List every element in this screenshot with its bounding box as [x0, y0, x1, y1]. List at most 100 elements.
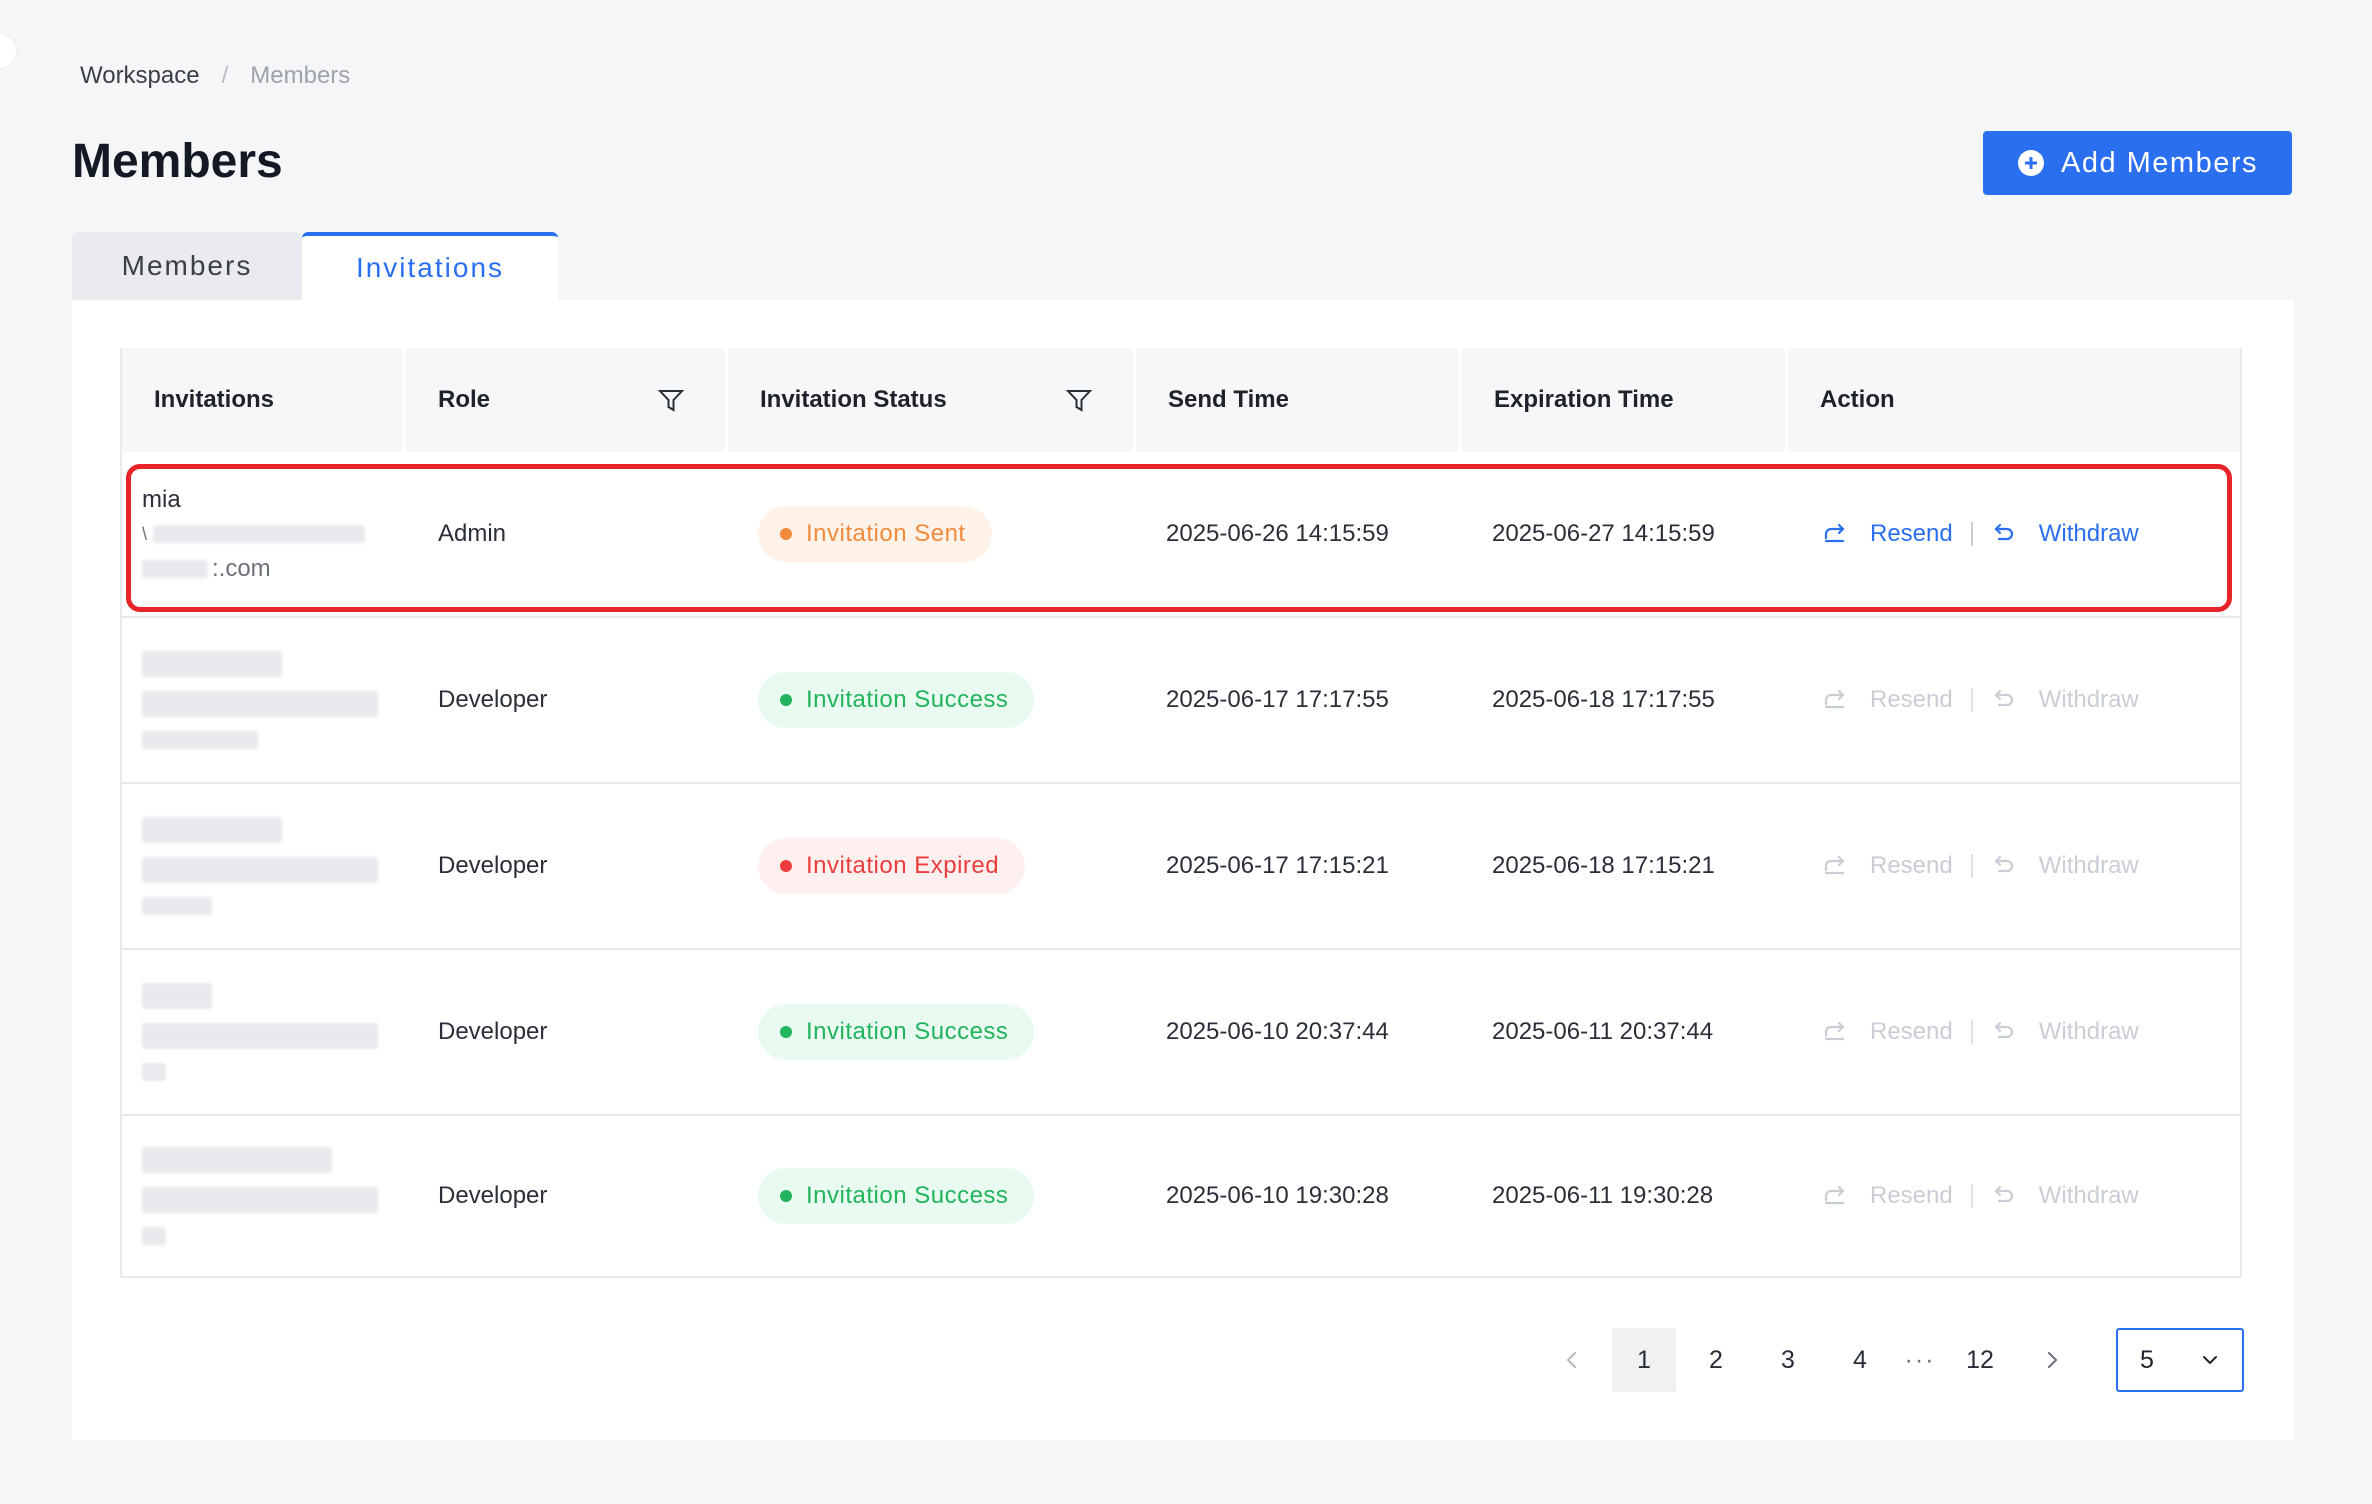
expiration-time-cell: 2025-06-18 17:15:21 [1492, 852, 1715, 879]
invitations-table: Invitations Role Invitation Status Send … [120, 348, 2242, 1278]
resend-icon [1824, 1185, 1845, 1205]
tab-members[interactable]: Members [72, 232, 302, 300]
withdraw-button[interactable]: Withdraw [1991, 520, 2139, 548]
header-invitations: Invitations [122, 348, 406, 452]
role-cell: Developer [438, 1018, 548, 1045]
expiration-time-cell: 2025-06-18 17:17:55 [1492, 686, 1715, 713]
action-cell: Resend Withdraw [1788, 784, 2240, 948]
next-page-button[interactable] [2020, 1328, 2084, 1392]
page-button[interactable]: 4 [1853, 1345, 1867, 1374]
role-cell: Developer [438, 686, 548, 713]
resend-icon [1824, 1021, 1845, 1041]
status-text: Invitation Success [806, 686, 1009, 713]
status-dot [780, 1190, 792, 1202]
table-row: Developer Invitation Success 2025-06-10 … [122, 950, 2240, 1116]
resend-button[interactable]: Resend [1822, 520, 1953, 548]
withdraw-icon [1994, 855, 2013, 873]
header-status-label: Invitation Status [760, 386, 947, 413]
status-badge: Invitation Success [758, 1004, 1035, 1060]
withdraw-label: Withdraw [2038, 1182, 2139, 1209]
edge-handle [0, 34, 16, 68]
status-dot [780, 860, 792, 872]
action-cell: Resend Withdraw [1788, 1116, 2240, 1276]
send-time-cell: 2025-06-10 20:37:44 [1166, 1018, 1389, 1045]
action-divider [1970, 1020, 1973, 1044]
withdraw-button[interactable]: Withdraw [1991, 1182, 2139, 1210]
header-action: Action [1820, 386, 1895, 413]
resend-label: Resend [1870, 1182, 1953, 1209]
redacted-text [142, 559, 208, 578]
resend-button[interactable]: Resend [1822, 1018, 1953, 1046]
withdraw-label: Withdraw [2038, 686, 2139, 713]
status-dot [780, 1026, 792, 1038]
status-badge: Invitation Success [758, 1168, 1035, 1224]
invitee-email-prefix: \ [142, 523, 148, 544]
action-divider [1970, 522, 1973, 546]
status-text: Invitation Success [806, 1018, 1009, 1045]
invitee-cell: mia \ :.com [122, 452, 406, 616]
prev-page-button[interactable] [1540, 1328, 1604, 1392]
invitee-cell [122, 618, 406, 782]
header-send-time: Send Time [1136, 348, 1462, 452]
page-size-value: 5 [2140, 1345, 2154, 1374]
header-expiration-time: Expiration Time [1462, 348, 1788, 452]
resend-button[interactable]: Resend [1822, 1182, 1953, 1210]
action-cell: Resend Withdraw [1788, 950, 2240, 1114]
page-ellipsis[interactable]: ··· [1904, 1345, 1936, 1374]
resend-button[interactable]: Resend [1822, 852, 1953, 880]
action-cell: Resend Withdraw [1788, 452, 2240, 616]
resend-button[interactable]: Resend [1822, 686, 1953, 714]
add-members-button[interactable]: Add Members [1983, 131, 2292, 195]
status-cell: Invitation Success [728, 618, 1136, 782]
status-filter-icon[interactable] [1065, 386, 1093, 414]
invitee-cell [122, 784, 406, 948]
resend-label: Resend [1870, 520, 1953, 547]
chevron-right-icon [2048, 1352, 2058, 1368]
withdraw-button[interactable]: Withdraw [1991, 852, 2139, 880]
role-filter-icon[interactable] [657, 386, 685, 414]
header-role: Role [406, 348, 728, 452]
withdraw-label: Withdraw [2038, 520, 2139, 547]
page-button[interactable]: 2 [1709, 1345, 1723, 1374]
header-status: Invitation Status [728, 348, 1136, 452]
pagination: 1 2 3 4 ··· 12 [1540, 1328, 2092, 1392]
table-row: Developer Invitation Expired 2025-06-17 … [122, 784, 2240, 950]
send-time-cell: 2025-06-26 14:15:59 [1166, 520, 1389, 547]
table-row: mia \ :.com Admin Invitation Sent 2025-0… [122, 452, 2240, 618]
status-text: Invitation Sent [806, 520, 966, 547]
tab-invitations[interactable]: Invitations [302, 232, 558, 300]
redacted-invitee [142, 817, 378, 915]
status-text: Invitation Success [806, 1182, 1009, 1209]
breadcrumb-separator: / [221, 62, 229, 89]
withdraw-label: Withdraw [2038, 1018, 2139, 1045]
page-button[interactable]: 1 [1612, 1328, 1676, 1392]
withdraw-label: Withdraw [2038, 852, 2139, 879]
withdraw-icon [1994, 1185, 2013, 1203]
status-cell: Invitation Expired [728, 784, 1136, 948]
action-divider [1970, 688, 1973, 712]
action-cell: Resend Withdraw [1788, 618, 2240, 782]
page-button[interactable]: 3 [1781, 1345, 1795, 1374]
withdraw-icon [1994, 523, 2013, 541]
withdraw-icon [1994, 689, 2013, 707]
resend-label: Resend [1870, 852, 1953, 879]
chevron-down-icon [2203, 1356, 2217, 1365]
resend-label: Resend [1870, 1018, 1953, 1045]
send-time-cell: 2025-06-17 17:15:21 [1166, 852, 1389, 879]
invitee-name: mia [142, 485, 181, 513]
status-badge: Invitation Success [758, 672, 1035, 728]
withdraw-button[interactable]: Withdraw [1991, 686, 2139, 714]
table-header: Invitations Role Invitation Status Send … [122, 348, 2240, 452]
withdraw-button[interactable]: Withdraw [1991, 1018, 2139, 1046]
add-members-label: Add Members [2060, 146, 2258, 179]
breadcrumb-workspace-link[interactable]: Workspace [80, 62, 200, 89]
status-text: Invitation Expired [806, 852, 1000, 879]
status-badge: Invitation Expired [758, 838, 1026, 894]
redacted-invitee [142, 1147, 378, 1245]
send-time-cell: 2025-06-10 19:30:28 [1166, 1182, 1389, 1209]
page-size-select[interactable]: 5 [2116, 1328, 2244, 1392]
header-role-label: Role [438, 386, 491, 413]
page-button[interactable]: 12 [1966, 1345, 1994, 1374]
role-cell: Developer [438, 852, 548, 879]
status-cell: Invitation Success [728, 1116, 1136, 1276]
